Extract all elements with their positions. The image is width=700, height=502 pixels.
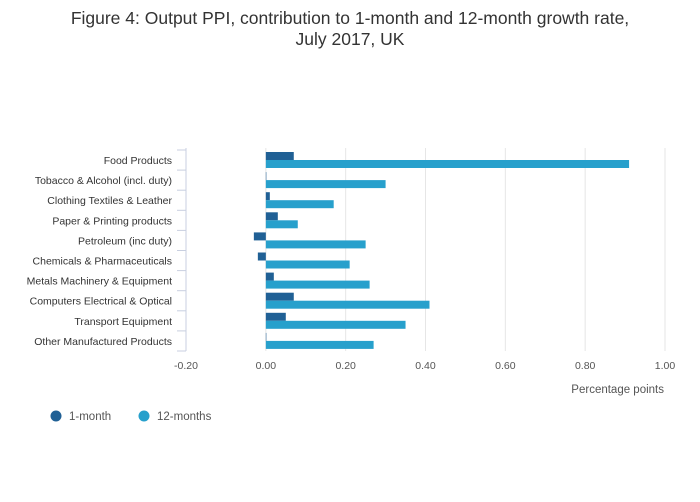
bar-1-month-other-manufactured-products xyxy=(265,332,267,341)
category-label: Chemicals & Pharmaceuticals xyxy=(33,256,172,268)
category-label: Petroleum (inc duty) xyxy=(78,235,172,247)
bar-12-months-other-manufactured-products xyxy=(265,340,374,349)
category-labels: Food Products Tobacco & Alcohol (incl. du… xyxy=(27,155,173,348)
chart-title-line-1: Figure 4: Output PPI, contribution to 1-… xyxy=(70,8,630,28)
bar-12-months-clothing-textiles-leather xyxy=(265,200,334,209)
bar-1-month-petroleum-inc-duty xyxy=(253,232,266,241)
bar-12-months-petroleum-inc-duty xyxy=(265,240,366,249)
x-axis-label: Percentage points xyxy=(571,384,664,396)
bar-1-month-clothing-textiles-leather xyxy=(265,192,270,201)
category-label: Other Manufactured Products xyxy=(34,336,172,348)
category-label: Computers Electrical & Optical xyxy=(30,296,172,308)
bar-1-month-tobacco-alcohol-incl-duty xyxy=(265,172,267,181)
x-tick-label: 0.60 xyxy=(495,360,516,372)
bar-1-month-metals-machinery-equipment xyxy=(265,272,274,281)
legend-marker-12-months xyxy=(138,410,150,422)
category-label: Tobacco & Alcohol (incl. duty) xyxy=(35,175,172,187)
bar-12-months-metals-machinery-equipment xyxy=(265,280,370,289)
x-tick-label: 0.20 xyxy=(335,360,356,372)
bar-1-month-computers-electrical-optical xyxy=(265,292,294,301)
x-tick-label: 0.00 xyxy=(256,360,277,372)
x-tick-label: 0.80 xyxy=(575,360,596,372)
y-axis xyxy=(177,148,187,352)
bar-1-month-chemicals-pharmaceuticals xyxy=(257,252,266,261)
bars xyxy=(253,152,630,349)
category-label: Transport Equipment xyxy=(74,316,172,328)
legend-label-1-month: 1-month xyxy=(69,411,111,423)
legend-marker-1-month xyxy=(50,410,62,422)
x-tick-label: 0.40 xyxy=(415,360,436,372)
x-tick-labels: -0.20 0.00 0.20 0.40 0.60 0.80 1.00 xyxy=(174,360,675,372)
gridlines xyxy=(185,148,666,351)
legend-label-12-months: 12-months xyxy=(157,411,212,423)
bar-12-months-tobacco-alcohol-incl-duty xyxy=(265,180,386,189)
x-tick-label: 1.00 xyxy=(655,360,676,372)
category-label: Paper & Printing products xyxy=(52,215,172,227)
bar-1-month-transport-equipment xyxy=(265,312,286,321)
legend: 1-month 12-months xyxy=(50,410,212,423)
bar-1-month-paper-printing-products xyxy=(265,212,278,221)
bar-12-months-chemicals-pharmaceuticals xyxy=(265,260,350,269)
chart-title-line-2: July 2017, UK xyxy=(295,29,405,49)
category-label: Clothing Textiles & Leather xyxy=(47,195,172,207)
chart-title: Figure 4: Output PPI, contribution to 1-… xyxy=(0,8,700,50)
category-label: Food Products xyxy=(104,155,172,167)
bar-12-months-computers-electrical-optical xyxy=(265,300,430,309)
x-tick-label: -0.20 xyxy=(174,360,198,372)
bar-12-months-paper-printing-products xyxy=(265,220,298,229)
bar-12-months-transport-equipment xyxy=(265,320,406,329)
bar-1-month-food-products xyxy=(265,152,294,160)
category-label: Metals Machinery & Equipment xyxy=(27,276,172,288)
bar-12-months-food-products xyxy=(265,160,630,168)
